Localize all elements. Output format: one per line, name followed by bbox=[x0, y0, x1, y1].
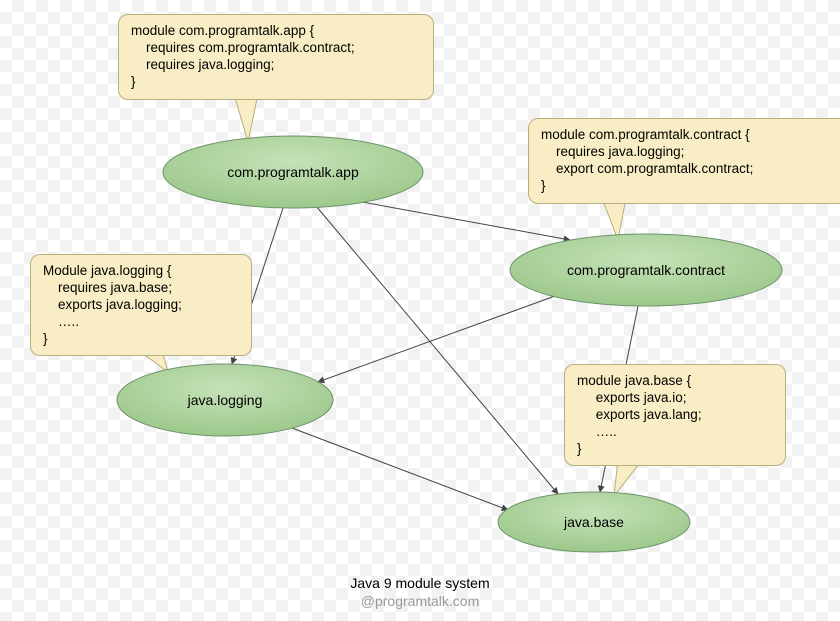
callout-c-app: module com.programtalk.app { requires co… bbox=[118, 14, 434, 100]
edge-contract-to-logging bbox=[318, 296, 555, 382]
callout-tail-c-app bbox=[234, 94, 258, 142]
node-label-base: java.base bbox=[564, 514, 624, 530]
callout-c-logging: Module java.logging { requires java.base… bbox=[30, 254, 252, 356]
edge-logging-to-base bbox=[292, 428, 508, 510]
callout-c-base: module java.base { exports java.io; expo… bbox=[564, 364, 786, 466]
node-label-logging: java.logging bbox=[188, 392, 263, 408]
callout-c-contract: module com.programtalk.contract { requir… bbox=[528, 118, 840, 204]
callout-tail-c-contract bbox=[602, 198, 626, 240]
footer-subtitle: @programtalk.com bbox=[350, 592, 489, 610]
footer-title: Java 9 module system bbox=[350, 574, 489, 592]
edge-app-to-contract bbox=[362, 202, 570, 240]
diagram-footer: Java 9 module system @programtalk.com bbox=[350, 574, 489, 610]
node-label-contract: com.programtalk.contract bbox=[567, 262, 725, 278]
node-label-app: com.programtalk.app bbox=[227, 164, 359, 180]
